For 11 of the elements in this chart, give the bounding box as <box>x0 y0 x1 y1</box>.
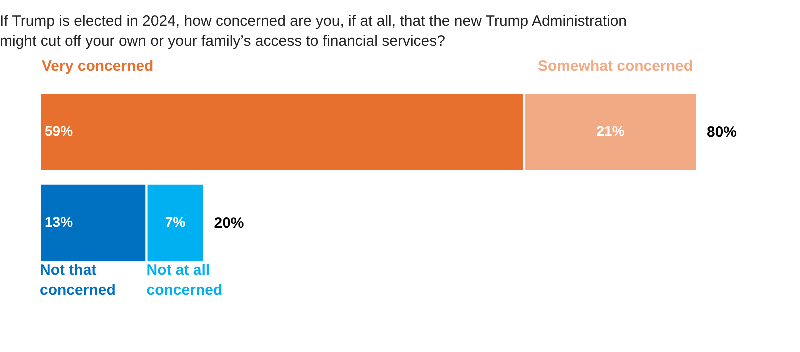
data-label: 59% <box>45 123 74 140</box>
data-label: 7% <box>165 214 186 230</box>
series-label: Very concerned <box>42 58 154 76</box>
data-label: 21% <box>596 123 626 140</box>
series-label: Somewhat concerned <box>538 58 693 76</box>
total-label: 20% <box>214 214 244 232</box>
total-label: 80% <box>707 124 738 142</box>
chart-title: If Trump is elected in 2024, how concerned are you, if at all, that the new Trump Administration might cut off your own or your family’s access to financial services? <box>0 13 627 50</box>
data-label: 13% <box>45 214 74 230</box>
series-label: Not that concerned <box>40 262 116 299</box>
series-label: Not at all concerned <box>146 262 223 299</box>
